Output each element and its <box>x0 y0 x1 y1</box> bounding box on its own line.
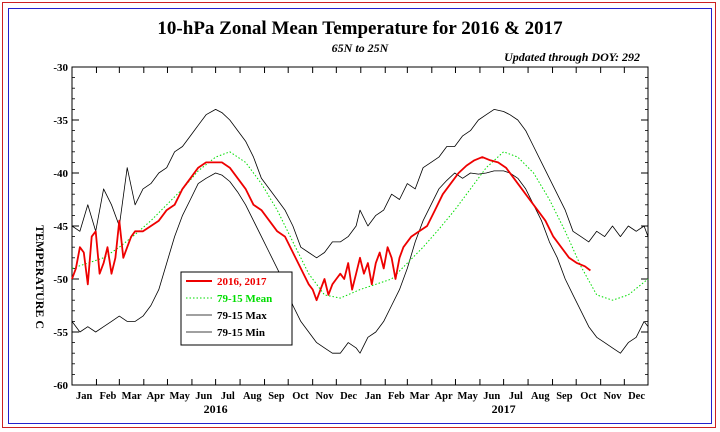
x-tick-label: Dec <box>628 391 645 402</box>
inner-frame <box>8 8 712 424</box>
x-tick-label: Feb <box>388 391 405 402</box>
x-tick-label: Nov <box>315 391 334 402</box>
legend-label-2016-2017: 2016, 2017 <box>217 276 267 288</box>
chart-subtitle: 65N to 25N <box>332 41 390 55</box>
series-line-79-15-mean <box>71 151 649 301</box>
y-tick-label: -40 <box>53 168 68 180</box>
x-tick-label: May <box>169 391 190 402</box>
series-line-79-15-min <box>71 170 649 354</box>
series-line-79-15-max <box>71 109 649 259</box>
x-tick-label: May <box>457 391 478 402</box>
chart-title: 10-hPa Zonal Mean Temperature for 2016 &… <box>157 18 563 39</box>
x-tick-label: Nov <box>603 391 622 402</box>
x-tick-label: Aug <box>531 391 550 402</box>
legend-label-max: 79-15 Max <box>217 310 267 322</box>
x-tick-label: Sep <box>556 391 573 402</box>
series-line-2016-2017 <box>71 156 591 302</box>
x-tick-label: Mar <box>122 391 142 402</box>
y-tick-label: -30 <box>53 62 68 74</box>
x-tick-label: Apr <box>435 391 453 402</box>
y-tick-label: -45 <box>53 221 68 233</box>
axes-layer: -30 -35 -40 -45 -50 -55 -60 Jan Feb Mar Apr May Jun J… <box>53 62 648 416</box>
x-tick-label: Jul <box>509 391 523 402</box>
series-layer <box>71 109 649 354</box>
x-tick-label: Aug <box>243 391 262 402</box>
update-note: Updated through DOY: 292 <box>504 50 640 64</box>
x-tick-label: Sep <box>268 391 285 402</box>
legend: 2016, 2017 79-15 Mean 79-15 Max 79-15 Mi… <box>180 271 293 346</box>
year-label: 2017 <box>492 402 516 416</box>
year-label: 2016 <box>204 402 228 416</box>
plot-frame <box>71 66 649 386</box>
y-tick-label: -50 <box>53 274 68 286</box>
x-tick-label: Jan <box>365 391 382 402</box>
y-tick-label: -35 <box>53 115 68 127</box>
x-tick-label: Feb <box>99 391 116 402</box>
legend-label-min: 79-15 Min <box>217 327 265 339</box>
x-tick-label: Oct <box>580 391 597 402</box>
x-tick-label: Oct <box>292 391 309 402</box>
x-tick-label: Jun <box>483 391 500 402</box>
x-tick-label: Apr <box>147 391 165 402</box>
y-axis-label: TEMPERATURE C <box>33 225 47 329</box>
y-tick-label: -55 <box>53 327 68 339</box>
x-tick-label: Dec <box>340 391 357 402</box>
x-tick-label: Mar <box>410 391 430 402</box>
outer-frame <box>2 2 716 428</box>
legend-label-mean: 79-15 Mean <box>217 293 272 305</box>
legend-box <box>180 271 293 346</box>
y-tick-label: -60 <box>53 380 68 392</box>
x-tick-label: Jun <box>195 391 212 402</box>
x-tick-label: Jul <box>221 391 235 402</box>
x-tick-label: Jan <box>76 391 93 402</box>
